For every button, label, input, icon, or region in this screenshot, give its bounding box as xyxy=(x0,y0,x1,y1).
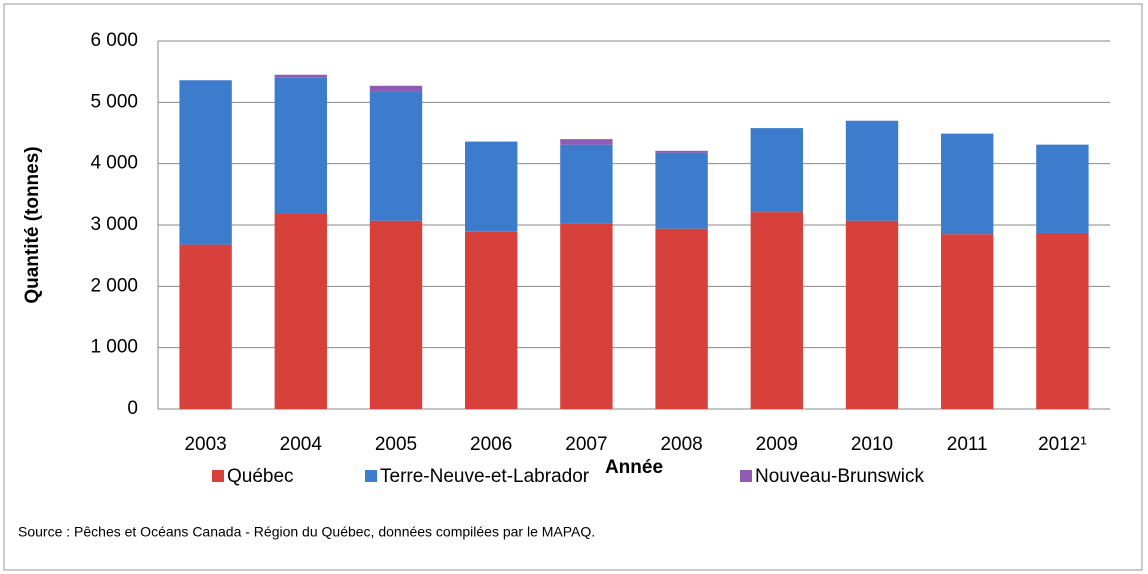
legend-swatch xyxy=(365,470,377,482)
bar-segment xyxy=(560,223,613,409)
bar-segment xyxy=(941,133,994,235)
x-tick-label: 2004 xyxy=(280,434,323,455)
bar-segment xyxy=(560,139,613,145)
legend-label: Terre-Neuve-et-Labrador xyxy=(380,466,590,487)
x-tick-label: 2012¹ xyxy=(1038,434,1087,455)
legend-label: Nouveau-Brunswick xyxy=(755,466,924,487)
bar-segment xyxy=(845,120,899,221)
x-axis-label: Année xyxy=(605,457,663,478)
bar-segment xyxy=(369,85,423,92)
x-tick-label: 2008 xyxy=(660,434,702,455)
x-tick-label: 2003 xyxy=(184,434,226,455)
bar-segment xyxy=(465,141,518,232)
bar-segment xyxy=(274,77,327,214)
bar-segment xyxy=(179,244,232,409)
y-tick-label: 5 000 xyxy=(90,91,138,112)
bar-segment xyxy=(274,213,327,409)
x-tick-label: 2006 xyxy=(470,434,512,455)
y-tick-label: 1 000 xyxy=(90,337,138,358)
y-tick-label: 0 xyxy=(127,398,138,419)
bar-segment xyxy=(274,74,327,78)
source-note: Source : Pêches et Océans Canada - Régio… xyxy=(18,524,595,540)
y-axis-label: Quantité (tonnes) xyxy=(22,146,43,303)
bar-segment xyxy=(1036,144,1089,233)
bar-segment xyxy=(369,91,423,221)
bar-segment xyxy=(655,152,708,229)
bar-segment xyxy=(941,234,994,409)
bar-segment xyxy=(465,231,518,409)
bar-segment xyxy=(1036,232,1089,409)
y-tick-label: 2 000 xyxy=(90,275,138,296)
bar-segment xyxy=(750,212,803,409)
bar-segment xyxy=(369,220,423,409)
x-tick-label: 2005 xyxy=(375,434,417,455)
bar-segment xyxy=(655,150,708,153)
y-tick-label: 4 000 xyxy=(90,153,138,174)
x-tick-label: 2010 xyxy=(851,434,893,455)
bar-segment xyxy=(655,228,708,409)
bar-segment xyxy=(750,128,803,213)
y-tick-label: 3 000 xyxy=(90,214,138,235)
y-tick-label: 6 000 xyxy=(90,30,138,51)
x-tick-label: 2009 xyxy=(756,434,798,455)
bar-segment xyxy=(179,80,232,245)
x-tick-label: 2007 xyxy=(565,434,607,455)
legend-label: Québec xyxy=(227,466,294,487)
legend-swatch xyxy=(212,470,224,482)
bar-segment xyxy=(560,144,613,224)
bar-segment xyxy=(845,220,899,409)
x-tick-label: 2011 xyxy=(947,434,988,455)
legend-swatch xyxy=(740,470,752,482)
